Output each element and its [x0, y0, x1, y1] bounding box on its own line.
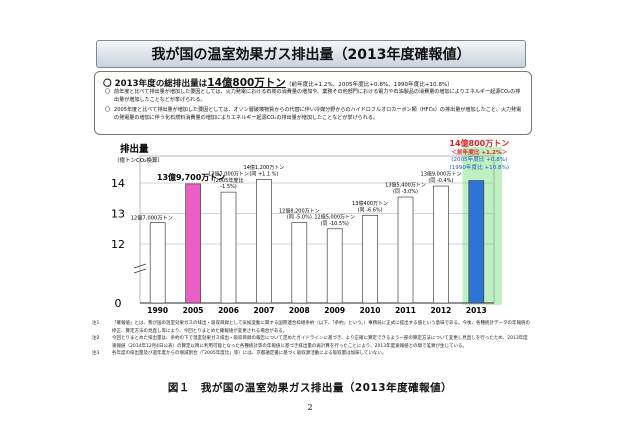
page-number: 2 — [307, 403, 313, 412]
summary-headline-value: 14億800万トン — [207, 77, 286, 89]
summary-headline: 〇 2013年度の総排出量は14億800万トン（前年度比+1.2%、2005年度… — [103, 75, 453, 90]
data-label: 14億1,200万トン — [244, 164, 285, 171]
y-tick-label: 0 — [115, 297, 122, 310]
data-label: 13億9,000万トン — [421, 171, 462, 178]
data-label-emphasis: 13億9,700万トン — [157, 172, 225, 182]
y-axis-unit: （億トンCO₂換算） — [114, 156, 163, 164]
bar-2010 — [362, 214, 378, 304]
axis-break-mark — [133, 263, 147, 274]
bullet-marker: 〇 — [105, 107, 111, 113]
summary-headline-note: （前年度比+1.2%、2005年度比+0.8%、1990年度比+10.8%） — [285, 82, 453, 88]
bar-2008 — [291, 222, 308, 304]
bar-2009 — [326, 228, 343, 304]
bar-2013 — [468, 180, 485, 304]
data-label: 12億5,000万トン — [314, 213, 355, 220]
data-label-sub: (同 +1.1 %) — [249, 171, 278, 177]
note-item: 注2 今回とりまとめた排出量は、条約の下で温室効果ガス排出・吸収目録の報告につい… — [92, 335, 532, 350]
bar-2005 — [185, 183, 201, 304]
data-label: 12億7,000万トン — [131, 214, 173, 222]
y-tick-label: 14 — [111, 177, 125, 190]
data-label-sub: (同 -6.6%) — [358, 207, 383, 213]
bullet-text: 前年度と比べて排出量が増加した要因としては、火力発電における石炭の消費量の増加や… — [114, 89, 521, 103]
notes-section: 注1 「確報値」とは、我が国の温室効果ガスの排出・吸収目録として気候変動に関する… — [92, 320, 532, 358]
bullet-marker: 〇 — [105, 89, 111, 95]
note-tag: 注2 — [92, 336, 100, 342]
note-text: 各年度の排出量及び過年度からの増減割合（「2005年度比」等）には、京都議定書に… — [112, 351, 387, 357]
data-label: 13億7,000万トン — [208, 170, 249, 177]
data-label-sub: (同 -3.0%) — [393, 189, 418, 195]
data-label: 13億400万トン — [352, 200, 388, 207]
x-tick-label: 2006 — [218, 306, 239, 315]
bar-2011 — [397, 196, 414, 304]
page-title: 我が国の温室効果ガス排出量（2013年度確報値） — [96, 40, 526, 68]
bullet-text: 2005年度と比べて排出量が増加した要因としては、オゾン層破壊物質からの代替に伴… — [114, 107, 522, 121]
x-tick-label: 2013 — [466, 306, 487, 315]
figure-caption: 図１ 我が国の温室効果ガス排出量（2013年度確報値） — [167, 382, 453, 394]
bar-2012 — [433, 185, 449, 304]
y-tick-label: 12 — [111, 238, 125, 251]
x-tick-label: 2011 — [395, 306, 416, 315]
data-label-sub: (同 -10.5%) — [321, 221, 349, 227]
summary-headline-prefix: 2013年度の総排出量は — [114, 79, 208, 89]
summary-bullet: 〇 2005年度と比べて排出量が増加した要因としては、オゾン層破壊物質からの代替… — [105, 106, 523, 122]
y-axis-label: 排出量 — [120, 143, 149, 155]
x-tick-label: 2008 — [289, 306, 310, 315]
data-label: 13億5,400万トン — [385, 182, 426, 189]
note-tag: 注1 — [92, 321, 100, 326]
note-item: 注3 各年度の排出量及び過年度からの増減割合（「2005年度比」等）には、京都議… — [92, 350, 532, 358]
x-tick-label: 2007 — [253, 306, 274, 315]
bar-2007 — [256, 178, 272, 304]
bar-2006 — [220, 191, 237, 304]
x-tick-label: 2009 — [324, 306, 345, 315]
data-label-sub: (2005年度比 +0.8%) — [451, 155, 507, 163]
data-label-sub: (1990年度比 +10.8%) — [449, 163, 509, 171]
data-label-emphasis: 14億800万トン — [449, 138, 509, 148]
x-tick-label: 2005 — [183, 306, 204, 315]
data-label-sub: -1.5%) — [220, 184, 237, 190]
x-tick-label: 2012 — [430, 306, 451, 315]
data-label-sub: ＜前年度比 +1.2%＞ — [451, 148, 507, 156]
summary-marker: 〇 — [103, 79, 112, 89]
summary-bullet: 〇 前年度と比べて排出量が増加した要因としては、火力発電における石炭の消費量の増… — [105, 88, 523, 104]
note-item: 注1 「確報値」とは、我が国の温室効果ガスの排出・吸収目録として気候変動に関する… — [92, 320, 532, 335]
note-text: 今回とりまとめた排出量は、条約の下で温室効果ガス排出・吸収目録の報告について定め… — [112, 336, 528, 349]
data-label-sub: (同 -5.0%) — [287, 215, 312, 221]
data-label-sub: (同 -0.4%) — [428, 178, 453, 184]
summary-box: 〇 2013年度の総排出量は14億800万トン（前年度比+1.2%、2005年度… — [94, 71, 532, 135]
page-title-text: 我が国の温室効果ガス排出量（2013年度確報値） — [151, 47, 471, 63]
note-tag: 注3 — [92, 351, 100, 357]
y-tick-label: 13 — [111, 208, 125, 221]
x-tick-label: 1990 — [147, 306, 168, 315]
note-text: 「確報値」とは、我が国の温室効果ガスの排出・吸収目録として気候変動に関する国際連… — [112, 321, 531, 334]
data-label: 12億8,200万トン — [279, 207, 320, 214]
x-tick-label: 2010 — [360, 306, 381, 315]
data-label-sub: (2005年度比 — [214, 177, 244, 184]
bar-1990 — [149, 222, 166, 304]
